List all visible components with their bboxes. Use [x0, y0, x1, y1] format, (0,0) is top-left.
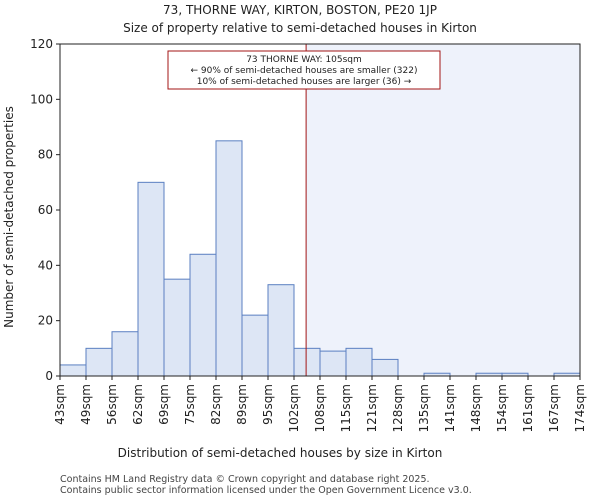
- x-tick-label: 121sqm: [365, 384, 379, 432]
- y-tick-label: 100: [30, 92, 53, 106]
- annotation-box: [167, 50, 441, 90]
- y-tick-label: 80: [38, 148, 53, 162]
- x-axis-label: Distribution of semi-detached houses by …: [118, 446, 443, 460]
- bar: [293, 347, 321, 377]
- bar: [163, 278, 191, 377]
- bar: [241, 314, 269, 377]
- highlight-layer: [306, 44, 580, 376]
- bar: [137, 181, 165, 377]
- larger-region-highlight: [306, 44, 580, 376]
- y-tick-label: 60: [38, 203, 53, 217]
- x-tick-label: 174sqm: [573, 384, 587, 432]
- x-tick-label: 161sqm: [521, 384, 535, 432]
- ticks-layer: 0 20 40 60 80 100 120 43sqm 49sqm 56sqm 62sqm 69sqm…: [30, 37, 587, 432]
- x-tick-label: 62sqm: [131, 384, 145, 425]
- x-tick-label: 75sqm: [183, 384, 197, 425]
- bar: [215, 140, 243, 377]
- x-tick-label: 135sqm: [417, 384, 431, 432]
- y-tick-label: 0: [45, 369, 53, 383]
- footer-line-2: Contains public sector information licen…: [60, 485, 472, 496]
- bar: [59, 364, 87, 377]
- x-tick-label: 49sqm: [79, 384, 93, 425]
- x-tick-label: 141sqm: [443, 384, 457, 432]
- bar: [319, 350, 347, 377]
- annotation-line-3: 10% of semi-detached houses are larger (…: [197, 77, 412, 87]
- x-tick-label: 167sqm: [547, 384, 561, 432]
- x-tick-label: 82sqm: [209, 384, 223, 425]
- x-tick-label: 43sqm: [53, 384, 67, 425]
- bar: [189, 253, 217, 377]
- bar: [111, 331, 139, 377]
- y-tick-label: 20: [38, 314, 53, 328]
- bars-layer: [59, 140, 581, 377]
- x-tick-label: 115sqm: [339, 384, 353, 432]
- y-tick-label: 40: [38, 258, 53, 272]
- y-axis-label: Number of semi-detached properties: [2, 106, 16, 328]
- annotation-line-2: ← 90% of semi-detached houses are smalle…: [191, 66, 418, 76]
- x-tick-label: 148sqm: [469, 384, 483, 432]
- annotation-line-1: 73 THORNE WAY: 105sqm: [246, 55, 362, 65]
- bar: [267, 284, 295, 377]
- x-tick-label: 69sqm: [157, 384, 171, 425]
- annotation: 73 THORNE WAY: 105sqm ← 90% of semi-deta…: [167, 50, 441, 90]
- chart-title: 73, THORNE WAY, KIRTON, BOSTON, PE20 1JP: [163, 3, 437, 17]
- x-tick-label: 89sqm: [235, 384, 249, 425]
- x-tick-label: 56sqm: [105, 384, 119, 425]
- bar: [85, 347, 113, 377]
- y-tick-label: 120: [30, 37, 53, 51]
- x-tick-label: 154sqm: [495, 384, 509, 432]
- bar: [345, 347, 373, 377]
- x-tick-label: 108sqm: [313, 384, 327, 432]
- chart-subtitle: Size of property relative to semi-detach…: [123, 21, 477, 35]
- footer-line-1: Contains HM Land Registry data © Crown c…: [60, 474, 430, 485]
- x-tick-label: 128sqm: [391, 384, 405, 432]
- x-tick-label: 95sqm: [261, 384, 275, 425]
- x-tick-label: 102sqm: [287, 384, 301, 432]
- bar: [371, 358, 399, 377]
